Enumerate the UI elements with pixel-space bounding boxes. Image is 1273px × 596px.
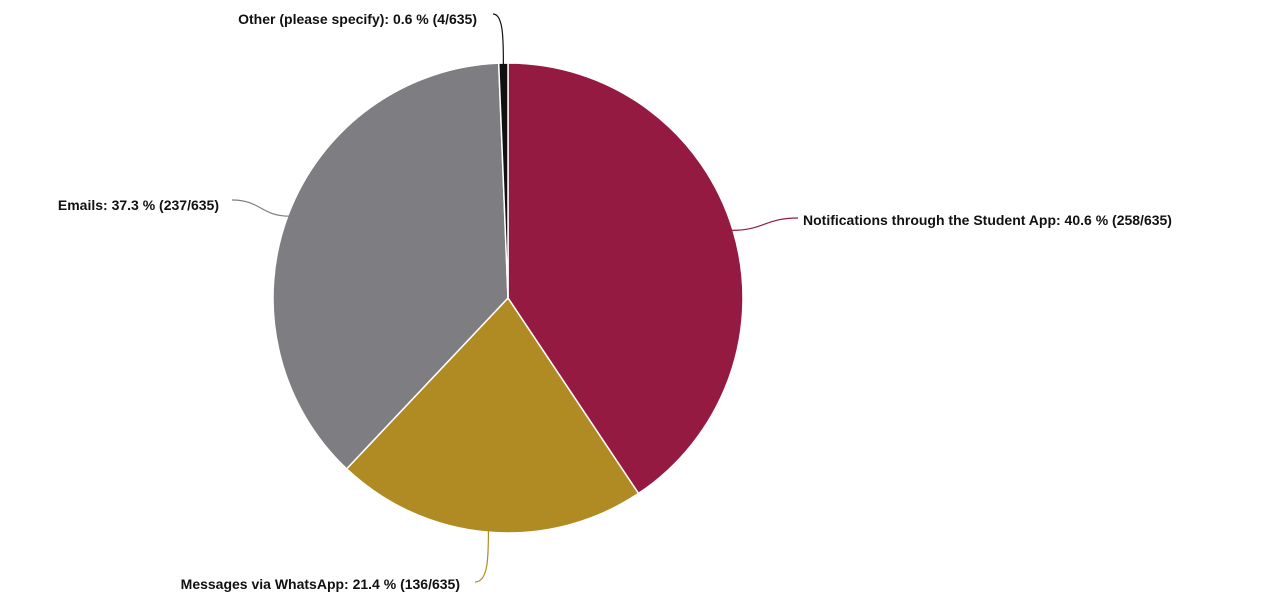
slice-label-notifications: Notifications through the Student App: 4…	[803, 212, 1172, 228]
slice-label-whatsapp: Messages via WhatsApp: 21.4 % (136/635)	[181, 576, 460, 592]
leader-whatsapp	[474, 530, 490, 583]
slice-label-other: Other (please specify): 0.6 % (4/635)	[238, 11, 477, 27]
leader-other	[492, 13, 504, 66]
slice-labels: Notifications through the Student App: 4…	[58, 11, 1172, 592]
leader-notifications	[730, 217, 799, 231]
leader-emails	[231, 199, 290, 217]
slice-emails	[272, 62, 509, 470]
leader-lines	[231, 13, 799, 583]
pie-slices	[272, 62, 744, 534]
slice-label-emails: Emails: 37.3 % (237/635)	[58, 197, 219, 213]
